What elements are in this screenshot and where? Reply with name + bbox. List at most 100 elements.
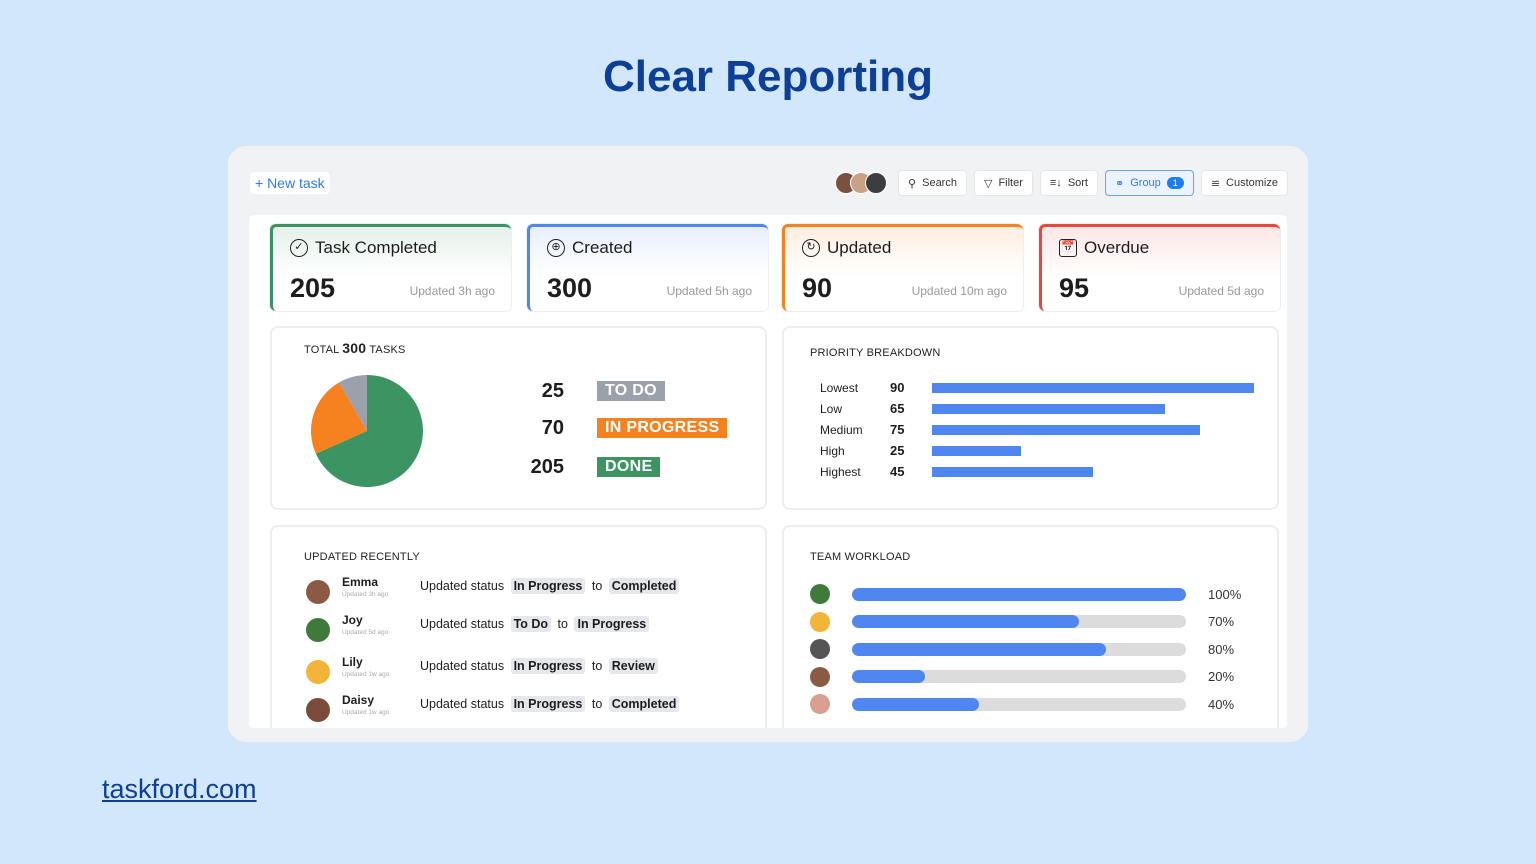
stat-updated: Updated 5h ago	[666, 284, 752, 298]
filter-label: Filter	[998, 177, 1023, 189]
update-time: Updated 3h ago	[342, 591, 389, 598]
from-status: To Do	[510, 616, 552, 632]
status-count: 25	[541, 380, 564, 402]
workload-percent: 20%	[1208, 669, 1235, 684]
customize-label: Customize	[1226, 177, 1278, 189]
workload-bar	[852, 587, 1186, 601]
activity-item[interactable]: Joy Updated 5d ago Updated status To Do t…	[306, 613, 652, 642]
status-pill: IN PROGRESS	[597, 418, 728, 438]
sort-icon: ≡↓	[1049, 177, 1062, 189]
stat-card[interactable]: ↻ Updated 90 Updated 10m ago	[782, 224, 1023, 311]
activity-item[interactable]: Daisy Updated 1w ago Updated status In Pr…	[306, 693, 682, 722]
priority-bar	[932, 466, 1093, 477]
workload-row: 70%	[810, 611, 1234, 632]
avatar	[306, 698, 330, 722]
avatar	[865, 172, 888, 194]
update-time: Updated 5d ago	[342, 629, 389, 636]
group-count-badge: 1	[1166, 177, 1184, 189]
sort-label: Sort	[1067, 177, 1088, 189]
workload-percent: 40%	[1208, 696, 1235, 712]
team-workload-panel: TEAM WORKLOAD 100% 70% 80% 20% 40%	[782, 525, 1279, 728]
workload-fill	[852, 642, 1106, 656]
workload-row: 80%	[810, 639, 1234, 659]
pie-slice-0	[339, 375, 367, 431]
priority-panel: PRIORITY BREAKDOWN Lowest 90 Low 65 Medium 75…	[782, 326, 1279, 510]
status-pill: DONE	[597, 457, 661, 477]
priority-bar	[932, 445, 1022, 456]
group-button[interactable]: ⚭ Group 1	[1105, 170, 1194, 196]
from-status: In Progress	[510, 696, 586, 712]
to-word: to	[591, 579, 603, 593]
member-avatars[interactable]	[835, 172, 888, 194]
workload-percent: 80%	[1208, 641, 1235, 657]
toolbar: ⚲ Search ▽ Filter ≡↓ Sort ⚭ Group 1 ≌ Customiz…	[835, 170, 1288, 196]
group-label: Group	[1130, 177, 1161, 189]
user-name: Daisy	[342, 693, 375, 707]
stat-value: 300	[547, 273, 593, 303]
stat-label: Overdue	[1084, 238, 1150, 257]
search-icon: ⚲	[908, 177, 917, 190]
priority-row: Highest 45	[820, 464, 1093, 479]
stat-card[interactable]: ✓ Task Completed 205 Updated 3h ago	[270, 224, 511, 311]
priority-row: Lowest 90	[820, 380, 1254, 395]
avatar	[306, 580, 330, 604]
customize-button[interactable]: ≌ Customize	[1200, 170, 1288, 196]
pie-slice-2	[315, 375, 423, 487]
stat-updated: Updated 10m ago	[911, 284, 1007, 298]
activity-verb: Updated status	[420, 617, 505, 631]
priority-label: High	[820, 443, 845, 458]
to-status: Completed	[608, 578, 680, 594]
priority-value: 25	[890, 443, 905, 458]
activity-verb: Updated status	[420, 579, 505, 593]
group-icon: ⚭	[1115, 177, 1125, 190]
stat-updated: Updated 3h ago	[409, 284, 495, 298]
priority-value: 75	[890, 422, 905, 437]
priority-bar	[932, 424, 1201, 435]
website-link[interactable]: taskford.com	[102, 774, 257, 804]
workload-bar	[852, 615, 1186, 628]
activity-verb: Updated status	[420, 697, 505, 711]
filter-icon: ▽	[983, 177, 993, 190]
dashboard: ✓ Task Completed 205 Updated 3h ago ⊕ Crea…	[249, 215, 1287, 728]
workload-bar	[852, 670, 1186, 683]
user-name: Joy	[342, 613, 363, 627]
stat-card[interactable]: ⊕ Created 300 Updated 5h ago	[527, 224, 768, 311]
from-status: In Progress	[510, 578, 586, 594]
avatar	[810, 666, 830, 687]
search-button[interactable]: ⚲ Search	[898, 170, 967, 196]
priority-label: Low	[820, 401, 843, 416]
workload-percent: 100%	[1208, 586, 1242, 602]
update-time: Updated 1w ago	[342, 671, 390, 678]
workload-bar	[852, 642, 1186, 656]
filter-button[interactable]: ▽ Filter	[973, 170, 1033, 196]
new-task-button[interactable]: + New task	[250, 172, 330, 194]
activity-item[interactable]: Emma Updated 3h ago Updated status In Pro…	[306, 575, 682, 604]
priority-row: Medium 75	[820, 422, 1201, 437]
stat-label: Updated	[827, 238, 892, 257]
priority-row: High 25	[820, 443, 1022, 458]
workload-row: 40%	[810, 694, 1234, 714]
avatar	[306, 618, 330, 642]
total-heading: TOTAL 300 TASKS	[304, 340, 406, 356]
update-time: Updated 1w ago	[342, 709, 390, 716]
activity-item[interactable]: Lily Updated 1w ago Updated status In Pro…	[306, 655, 661, 684]
workload-row: 100%	[810, 584, 1241, 604]
sort-button[interactable]: ≡↓ Sort	[1039, 170, 1098, 196]
priority-bar	[932, 382, 1254, 393]
stat-value: 95	[1059, 273, 1090, 303]
priority-label: Medium	[820, 422, 863, 437]
stat-label: Created	[572, 238, 633, 257]
workload-fill	[852, 587, 1186, 601]
avatar	[810, 611, 830, 632]
stat-card[interactable]: 📅 Overdue 95 Updated 5d ago	[1039, 224, 1280, 311]
avatar	[306, 660, 330, 684]
priority-heading: PRIORITY BREAKDOWN	[810, 347, 941, 359]
status-pill: TO DO	[597, 381, 665, 401]
stat-value: 90	[802, 273, 833, 303]
stat-label: Task Completed	[315, 238, 437, 257]
to-status: Review	[608, 658, 658, 674]
stat-value: 205	[290, 273, 336, 303]
recent-heading: UPDATED RECENTLY	[304, 551, 420, 563]
workload-fill	[852, 670, 926, 683]
updated-recently-panel: UPDATED RECENTLY Emma Updated 3h ago Upda…	[270, 525, 767, 728]
